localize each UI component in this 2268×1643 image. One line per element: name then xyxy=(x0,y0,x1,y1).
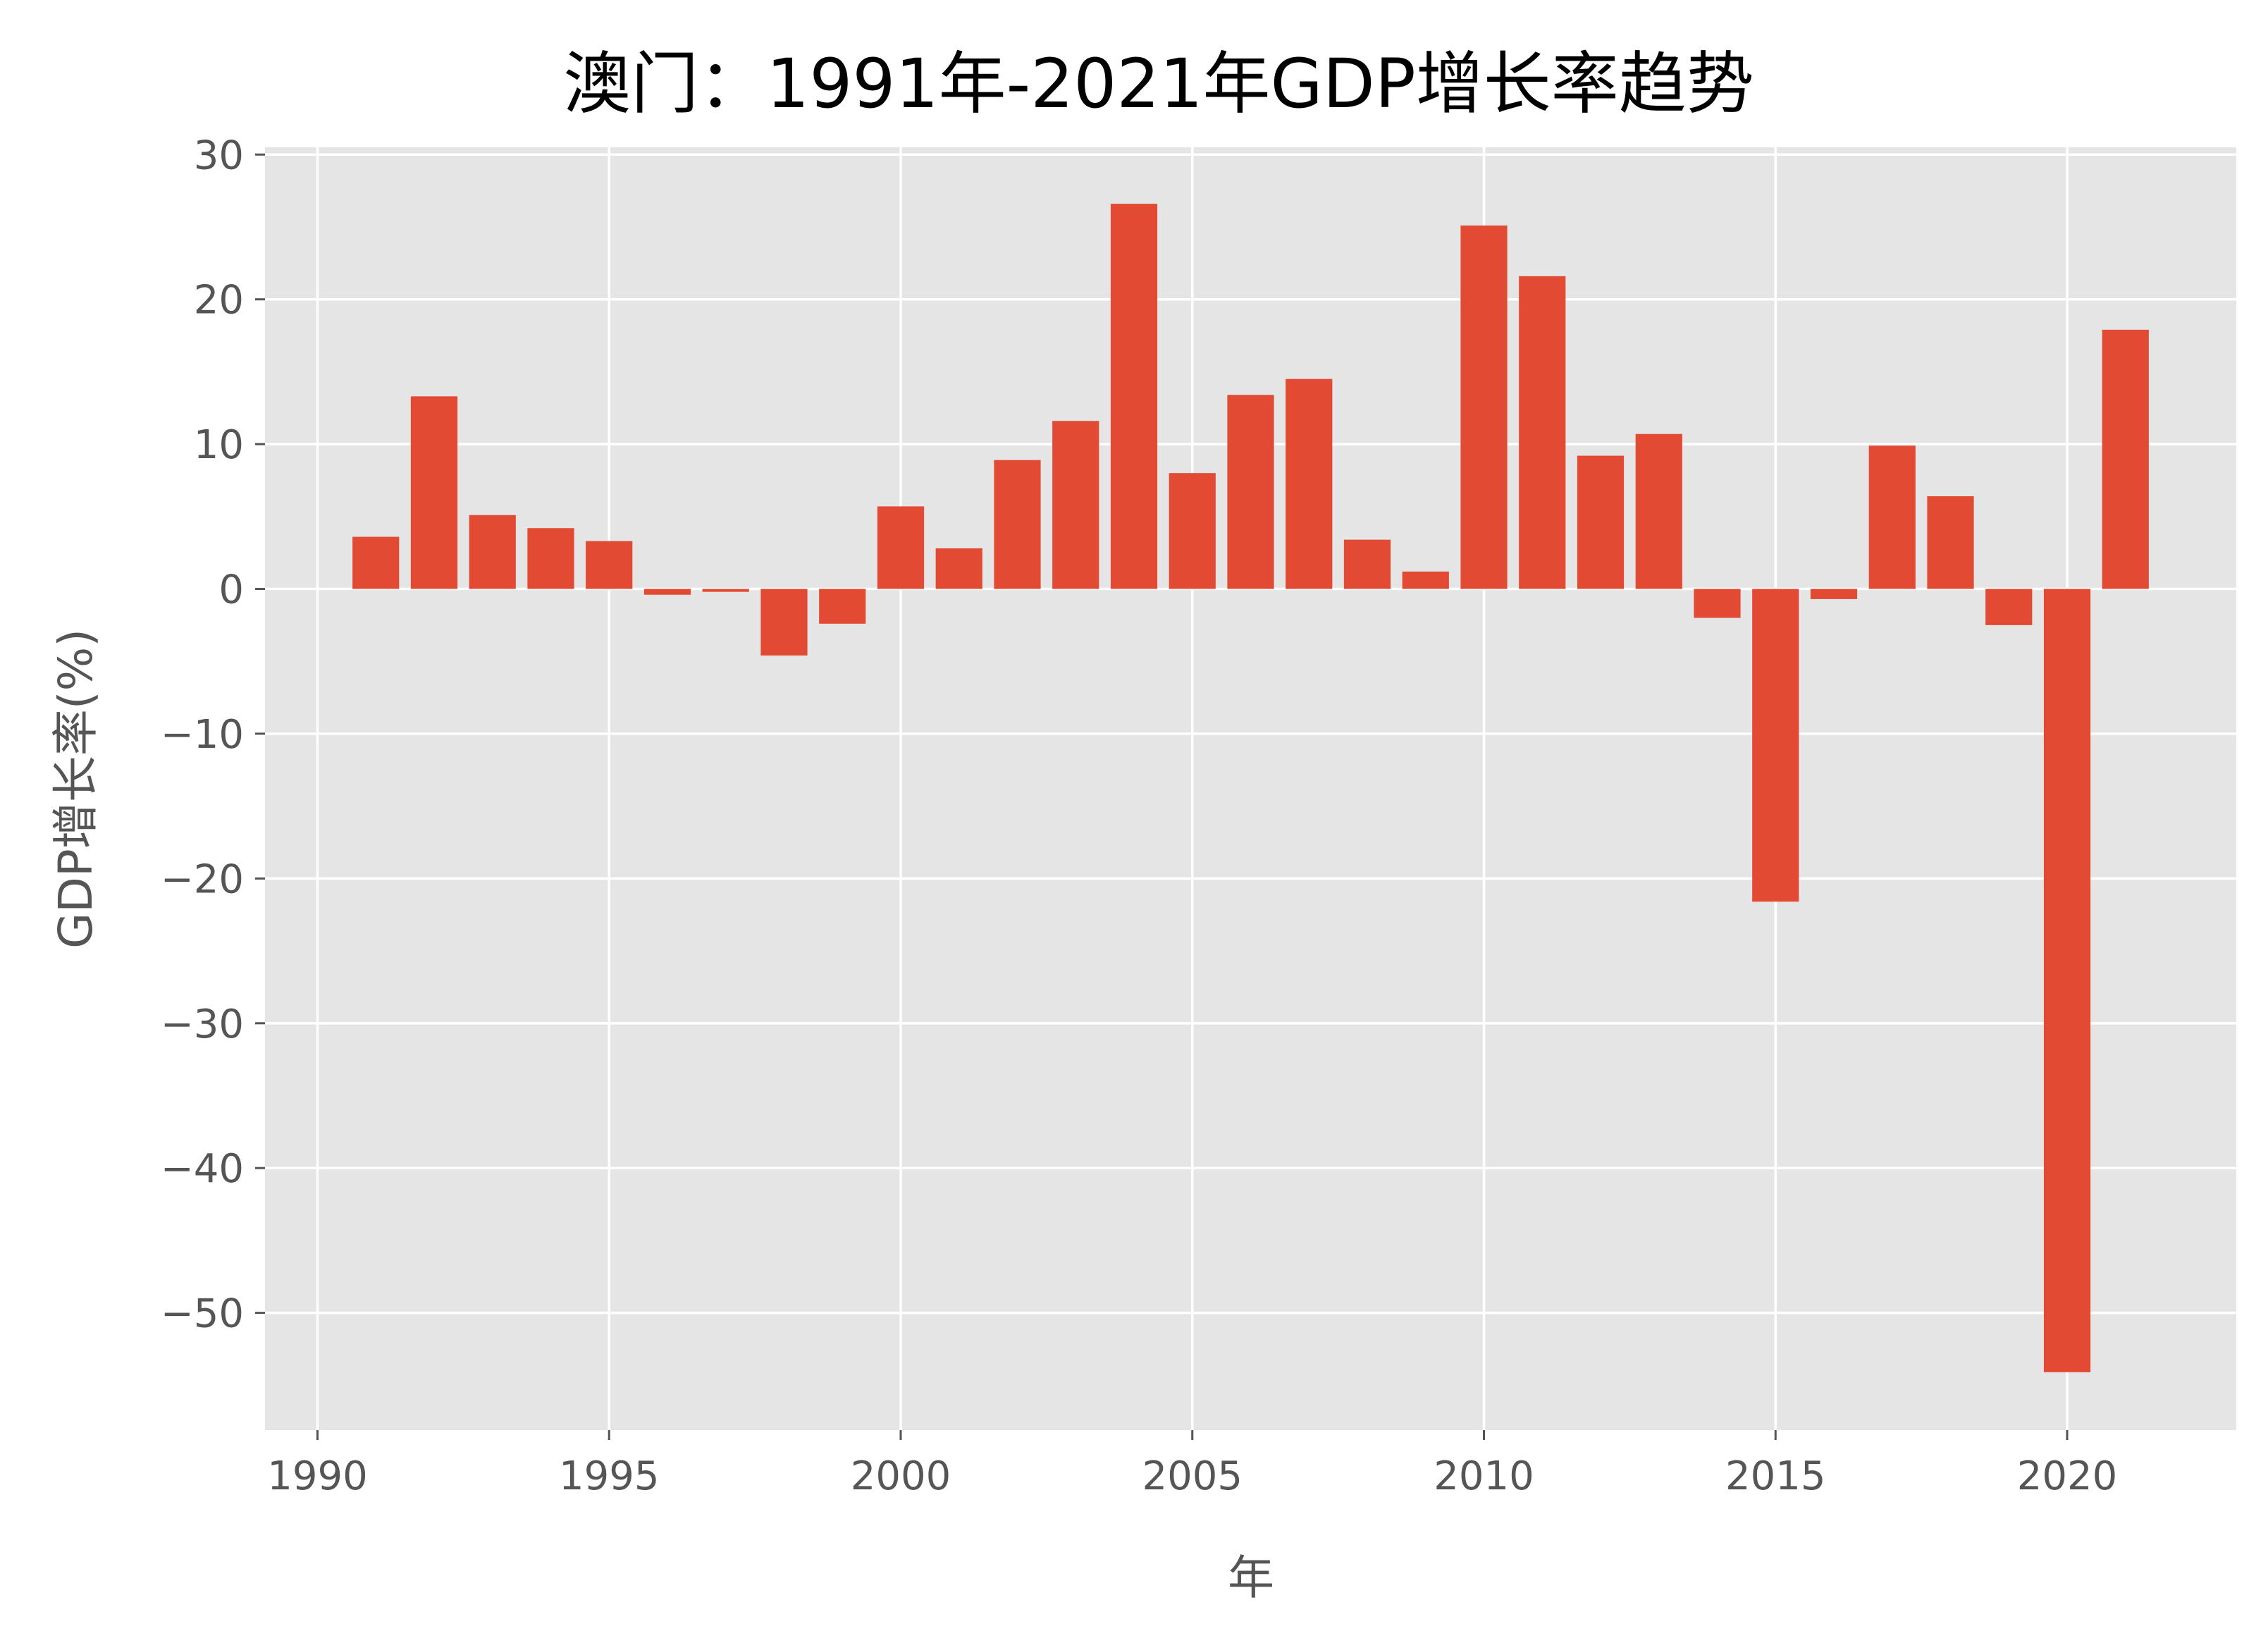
x-tick-label: 1995 xyxy=(559,1453,660,1499)
y-tick-label: −40 xyxy=(161,1146,244,1192)
y-axis-label: GDP增长率(%) xyxy=(49,629,103,949)
x-tick-labels: 1990 1995 2000 2005 2010 2015 2020 xyxy=(267,1453,2117,1499)
x-tick-label: 2020 xyxy=(2017,1453,2118,1499)
tick-marks xyxy=(255,153,2069,1440)
bar xyxy=(1110,204,1158,589)
x-tick-label: 1990 xyxy=(267,1453,368,1499)
bar xyxy=(2102,329,2149,589)
bar xyxy=(1868,445,1916,589)
y-tick-label: 10 xyxy=(194,422,244,468)
bar xyxy=(2043,589,2091,1372)
bar xyxy=(1519,276,1566,589)
bar xyxy=(1985,589,2033,625)
x-tick-label: 2010 xyxy=(1434,1453,1534,1499)
bar xyxy=(935,548,982,589)
y-tick-label: −20 xyxy=(161,856,244,902)
bar xyxy=(1052,421,1099,589)
bar xyxy=(1227,395,1274,589)
bar xyxy=(352,536,400,589)
bar xyxy=(1402,571,1449,589)
y-tick-label: −30 xyxy=(161,1002,244,1047)
bars xyxy=(352,204,2149,1372)
bar xyxy=(702,589,749,592)
bar xyxy=(994,460,1041,589)
bar xyxy=(1169,473,1216,589)
y-tick-labels: 30 20 10 0 −10 −20 −30 −40 −50 xyxy=(161,133,244,1336)
bar xyxy=(1343,539,1391,589)
y-tick-label: −10 xyxy=(161,712,244,758)
x-tick-label: 2015 xyxy=(1725,1453,1826,1499)
bar xyxy=(1577,455,1625,589)
bar xyxy=(410,396,458,589)
chart-title: 澳门：1991年-2021年GDP增长率趋势 xyxy=(563,44,1754,123)
y-tick-label: 30 xyxy=(194,133,244,178)
x-tick-label: 2000 xyxy=(851,1453,951,1499)
x-axis-label: 年 xyxy=(1228,1551,1274,1605)
bar xyxy=(1460,225,1508,589)
bar xyxy=(1810,589,1858,599)
x-tick-label: 2005 xyxy=(1142,1453,1243,1499)
y-tick-label: −50 xyxy=(161,1291,244,1337)
bar xyxy=(469,515,516,589)
bar xyxy=(1752,589,1799,902)
y-tick-label: 0 xyxy=(218,567,244,613)
bar xyxy=(819,589,866,624)
bar xyxy=(1694,589,1741,618)
y-tick-label: 20 xyxy=(194,278,244,324)
bar xyxy=(643,589,691,595)
bar xyxy=(1286,379,1333,589)
bar xyxy=(760,589,808,656)
plot-area xyxy=(265,147,2236,1430)
bar xyxy=(1635,433,1682,589)
bar xyxy=(1927,496,1974,589)
bar xyxy=(877,506,925,589)
bar xyxy=(527,528,574,589)
bar xyxy=(586,541,633,589)
